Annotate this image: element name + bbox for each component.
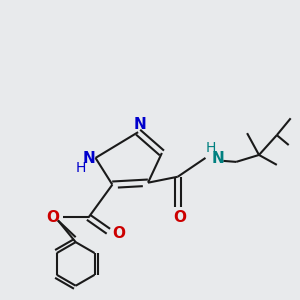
- Text: N: N: [212, 152, 225, 166]
- Text: O: O: [46, 210, 59, 225]
- Text: H: H: [76, 161, 86, 175]
- Text: N: N: [82, 152, 95, 166]
- Text: N: N: [134, 117, 146, 132]
- Text: H: H: [205, 141, 216, 155]
- Text: O: O: [173, 210, 186, 225]
- Text: O: O: [112, 226, 125, 241]
